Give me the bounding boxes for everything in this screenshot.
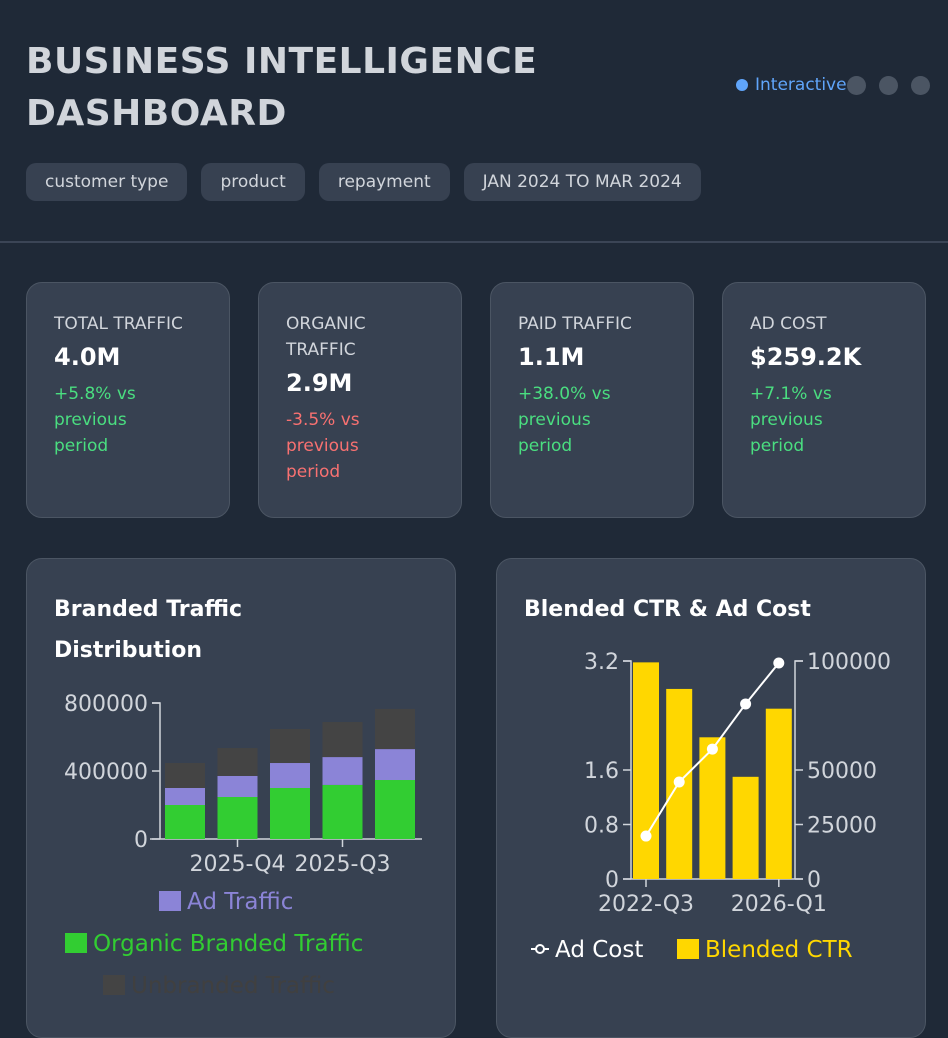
bar-segment-unbranded-traffic [270,729,310,764]
branded-traffic-card: Branded Traffic Distribution 0 400000 8000… [26,558,456,1038]
legend-swatch [65,933,87,953]
left-tick-label: 0 [605,868,619,893]
chart-title: Blended CTR & Ad Cost [524,597,811,622]
kpi-value: 2.9M [286,369,353,397]
filter-repayment[interactable]: repayment [318,163,450,201]
bar-segment-unbranded-traffic [217,748,258,776]
x-tick-label: 2025-Q4 [189,852,285,877]
legend-label: Ad Traffic [187,889,293,915]
bar-segment-ad-traffic [165,788,205,805]
filter-customer-type[interactable]: customer type [26,163,188,201]
ad-cost-point [773,657,785,669]
right-tick-label: 25000 [807,814,877,839]
bar-segment-organic-branded-traffic [270,788,310,839]
status-label: Interactive [755,75,847,95]
y-tick-label: 800000 [64,692,148,717]
ctr-bar [699,737,726,879]
filter-date-range[interactable]: JAN 2024 TO MAR 2024 [463,163,701,201]
ad-cost-point [706,743,718,755]
ctr-adcost-card: Blended CTR & Ad Cost 0 0.8 1.6 3.2 0 25000 50… [496,558,926,1038]
bar-segment-organic-branded-traffic [322,784,363,839]
kpi-delta: +7.1% vs previous period [750,384,832,456]
left-tick-label: 0.8 [584,814,619,839]
kpi-delta: +5.8% vs previous period [54,384,136,456]
ad-cost-point [673,776,685,788]
filter-bar: customer type product repayment JAN 2024… [26,163,701,201]
bar-segment-ad-traffic [270,763,310,788]
bar-segment-organic-branded-traffic [375,780,415,839]
legend-swatch [677,939,699,959]
x-tick-label: 2022-Q3 [598,892,694,917]
ctr-bar [765,708,792,879]
window-dot-icon[interactable] [910,75,930,95]
ad-cost-point [640,830,652,842]
window-dot-icon[interactable] [878,75,898,95]
bar-segment-unbranded-traffic [165,763,205,788]
window-dot-icon[interactable] [846,75,866,95]
y-tick-label: 400000 [64,760,148,785]
x-tick-label: 2026-Q1 [731,892,827,917]
right-tick-label: 50000 [807,759,877,784]
legend-marker-icon [535,944,545,954]
bar-segment-unbranded-traffic [375,708,415,750]
x-tick-label: 2025-Q3 [294,852,390,877]
bar-segment-ad-traffic [375,749,415,781]
kpi-value: 1.1M [518,343,585,371]
status-indicator: Interactive [736,74,930,96]
bar-segment-organic-branded-traffic [217,797,258,839]
left-tick-label: 3.2 [584,650,619,675]
kpi-card-total-traffic: TOTAL TRAFFIC 4.0M +5.8% vs previous per… [26,282,230,518]
ctr-bar [633,662,659,879]
filter-product[interactable]: product [201,163,305,201]
legend-label: Organic Branded Traffic [93,931,363,957]
bar-segment-ad-traffic [322,757,363,785]
kpi-label: PAID TRAFFIC [518,314,632,334]
bar-segment-ad-traffic [217,775,258,798]
kpi-delta: -3.5% vs previous period [286,410,360,482]
left-tick-label: 1.6 [584,759,619,784]
kpi-label: TOTAL TRAFFIC [54,314,183,334]
right-tick-label: 0 [807,868,821,893]
bar-segment-unbranded-traffic [322,722,363,758]
kpi-card-ad-cost: AD COST $259.2K +7.1% vs previous period [722,282,926,518]
ad-cost-point [740,698,752,710]
page-title: BUSINESS INTELLIGENCE DASHBOARD [26,41,538,134]
ctr-bar [732,776,759,879]
dashboard-header: BUSINESS INTELLIGENCE DASHBOARD Interact… [0,0,948,243]
bar-segment-organic-branded-traffic [165,805,205,839]
kpi-value: 4.0M [54,343,121,371]
y-tick-label: 0 [134,828,148,853]
legend-label: Unbranded Traffic [131,973,335,999]
kpi-card-paid-traffic: PAID TRAFFIC 1.1M +38.0% vs previous per… [490,282,694,518]
right-tick-label: 100000 [807,650,891,675]
kpi-card-organic-traffic: ORGANIC TRAFFIC 2.9M -3.5% vs previous p… [258,282,462,518]
kpi-delta: +38.0% vs previous period [518,384,611,456]
kpi-label: ORGANIC TRAFFIC [286,314,366,360]
kpi-label: AD COST [750,314,827,334]
legend-swatch [103,975,125,995]
legend-label: Ad Cost [555,937,643,963]
legend-swatch [159,891,181,911]
kpi-value: $259.2K [750,343,862,371]
live-dot-icon [736,79,748,91]
chart-title: Branded Traffic Distribution [54,597,243,663]
ctr-adcost-chart: 0 0.8 1.6 3.2 0 25000 50000 100000 2022-Q3 2026-Q… [531,650,891,963]
legend-label: Blended CTR [705,937,853,963]
